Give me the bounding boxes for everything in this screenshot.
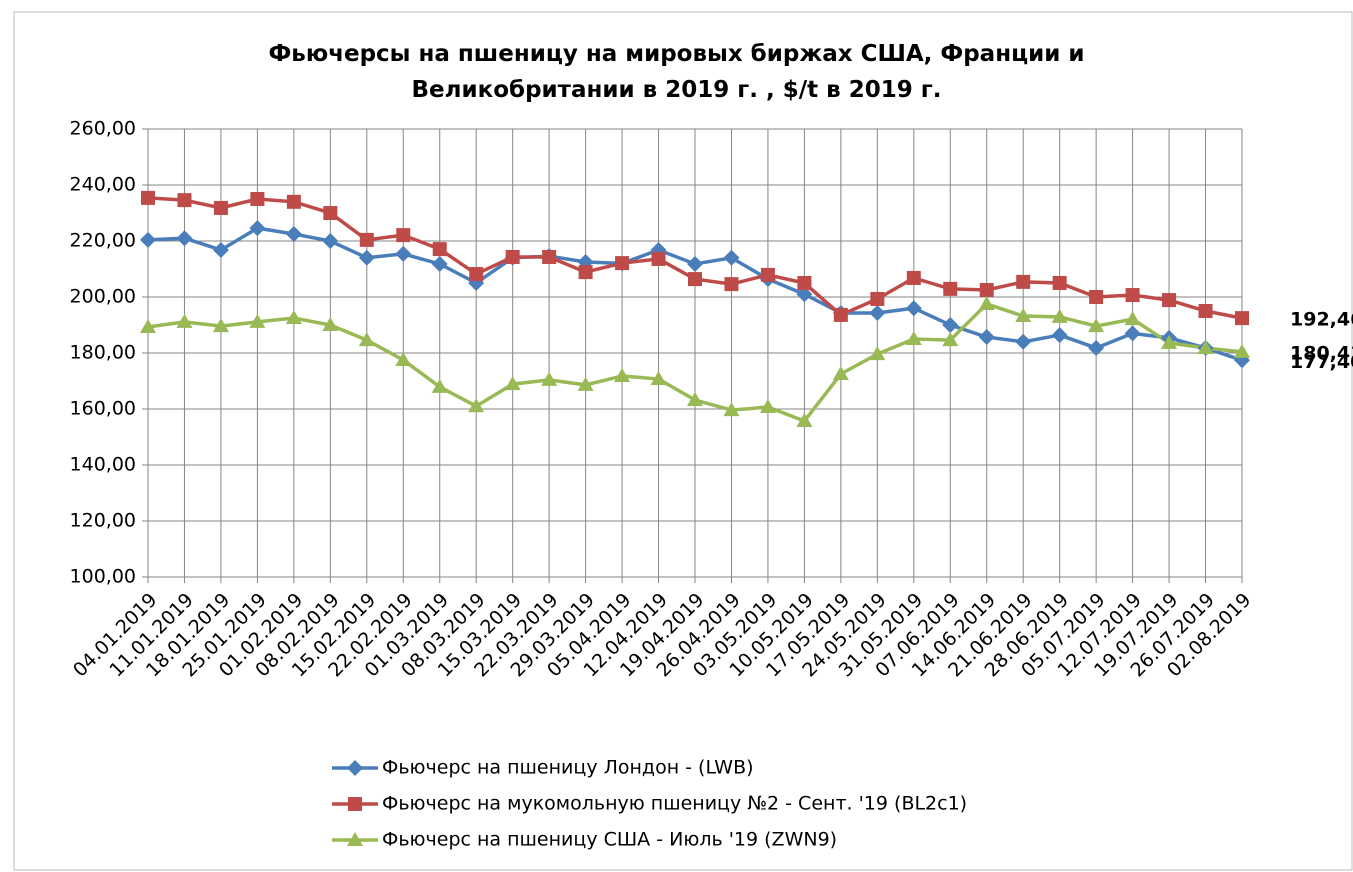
marker <box>1053 276 1067 290</box>
value-label: 192,46 <box>1290 309 1353 331</box>
marker <box>348 797 362 811</box>
marker <box>214 201 228 215</box>
y-tick-label: 260,00 <box>70 118 136 140</box>
y-tick-label: 200,00 <box>70 286 136 308</box>
marker <box>943 282 957 296</box>
marker <box>506 250 520 264</box>
marker <box>1126 288 1140 302</box>
y-tick-label: 120,00 <box>70 510 136 532</box>
value-label: 180,41 <box>1290 342 1353 364</box>
chart-page: 100,00 120,00 140,00 160,00 180,00 200,00 220,… <box>0 0 1353 872</box>
marker <box>141 191 155 205</box>
y-tick-label: 220,00 <box>70 230 136 252</box>
marker <box>834 308 848 322</box>
marker <box>396 228 410 242</box>
y-tick-label: 140,00 <box>70 454 136 476</box>
marker <box>542 250 556 264</box>
marker <box>1089 290 1103 304</box>
chart-title: Фьючерсы на пшеницу на мировых биржах СШ… <box>200 36 1153 108</box>
y-tick-label: 240,00 <box>70 174 136 196</box>
marker <box>980 283 994 297</box>
marker <box>177 193 191 207</box>
marker <box>360 233 374 247</box>
marker <box>724 277 738 291</box>
marker <box>250 192 264 206</box>
y-tick-label: 180,00 <box>70 342 136 364</box>
marker <box>323 206 337 220</box>
marker <box>761 268 775 282</box>
chart-border <box>14 12 1352 870</box>
marker <box>688 272 702 286</box>
marker <box>615 256 629 270</box>
marker <box>469 267 483 281</box>
marker <box>433 242 447 256</box>
legend-label: Фьючерс на мукомольную пшеницу №2 - Сент… <box>382 793 967 815</box>
marker <box>1162 293 1176 307</box>
y-tick-label: 100,00 <box>70 566 136 588</box>
y-tick-label: 160,00 <box>70 398 136 420</box>
marker <box>287 195 301 209</box>
marker <box>1016 275 1030 289</box>
marker <box>1199 304 1213 318</box>
marker <box>652 252 666 266</box>
marker <box>797 276 811 290</box>
legend-label: Фьючерс на пшеницу США - Июль '19 (ZWN9) <box>382 829 837 851</box>
legend-label: Фьючерс на пшеницу Лондон - (LWB) <box>382 757 754 779</box>
marker <box>870 292 884 306</box>
marker <box>907 271 921 285</box>
marker <box>1235 311 1249 325</box>
marker <box>579 265 593 279</box>
chart: 100,00 120,00 140,00 160,00 180,00 200,00 220,… <box>0 0 1353 872</box>
